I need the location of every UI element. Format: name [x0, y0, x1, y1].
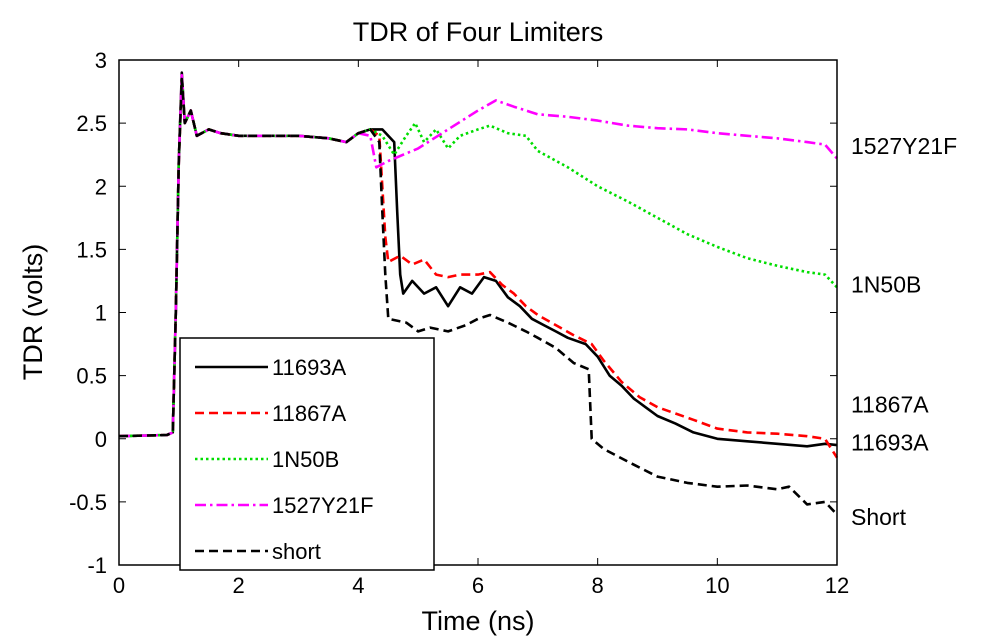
plot-area-frame	[118, 59, 838, 566]
annotation-short: Short	[851, 504, 907, 530]
series-layer	[118, 71, 839, 516]
y-tick-label: 0	[95, 427, 107, 452]
annotation-11693a: 11693A	[851, 430, 929, 456]
series-line-11693a	[118, 71, 838, 448]
legend-box	[179, 337, 435, 571]
x-tick-label: 12	[825, 573, 849, 598]
annotation-1527y21f: 1527Y21F	[851, 133, 957, 159]
x-tick-label: 8	[592, 573, 604, 598]
y-tick-label: 0.5	[76, 364, 107, 389]
series-line-short	[118, 77, 838, 516]
y-tick-label: -1	[87, 553, 107, 578]
y-tick-label: 1.5	[76, 237, 107, 262]
legend-label-11693a: 11693A	[272, 355, 347, 380]
end-label-annotations: 1527Y21F 1N50B 11867A 11693A Short	[851, 133, 957, 530]
y-tick-label: 3	[95, 48, 107, 73]
x-axis-label: Time (ns)	[422, 606, 535, 636]
legend: 11693A 11867A 1N50B 1527Y21F short	[179, 337, 435, 571]
legend-label-1527y21f: 1527Y21F	[272, 493, 374, 518]
x-tick-label: 0	[113, 573, 125, 598]
y-axis-label: TDR (volts)	[18, 244, 48, 381]
y-axis: -1 -0.5 0 0.5 1 1.5 2 2.5 3	[69, 48, 837, 578]
x-tick-label: 10	[705, 573, 729, 598]
annotation-11867a: 11867A	[851, 392, 929, 418]
y-tick-label: 2.5	[76, 111, 107, 136]
x-axis: 0 2 4 6 8 10 12	[113, 60, 849, 598]
y-tick-label: -0.5	[69, 490, 107, 515]
y-tick-label: 1	[95, 301, 107, 326]
y-tick-label: 2	[95, 174, 107, 199]
x-tick-label: 4	[352, 573, 364, 598]
x-tick-label: 2	[233, 573, 245, 598]
legend-label-short: short	[272, 539, 321, 564]
chart-title: TDR of Four Limiters	[353, 17, 604, 47]
annotation-1n50b: 1N50B	[851, 272, 921, 298]
legend-label-1n50b: 1N50B	[272, 447, 339, 472]
legend-label-11867a: 11867A	[272, 401, 347, 426]
x-tick-label: 6	[472, 573, 484, 598]
